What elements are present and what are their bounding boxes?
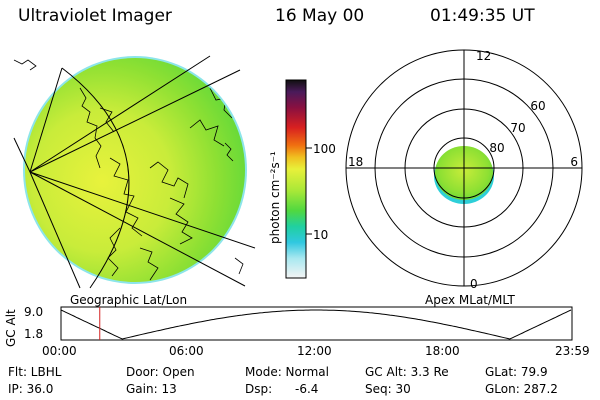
apex-caption: Apex MLat/MLT	[425, 293, 515, 307]
ip-status: IP: 36.0	[8, 382, 54, 396]
mlat-label-60: 60	[530, 99, 545, 113]
earth-disk	[23, 56, 247, 284]
dsp-value: -6.4	[295, 382, 319, 396]
outer-coastlines	[13, 59, 244, 275]
time-tick-1800: 18:00	[425, 344, 460, 358]
gain-status: Gain: 13	[126, 382, 177, 396]
colorbar-unit-label: photon cm⁻²s⁻¹	[268, 151, 282, 244]
mlt-label-12: 12	[476, 49, 491, 63]
time-tick-0600: 06:00	[169, 344, 204, 358]
door-status: Door: Open	[126, 365, 195, 379]
geographic-image-panel	[13, 55, 256, 289]
intensity-colorbar	[285, 79, 312, 279]
colorbar-tick-10: 10	[313, 228, 329, 242]
gc-alt-status: GC Alt: 3.3 Re	[365, 365, 449, 379]
mlat-label-80: 80	[489, 141, 504, 155]
time-tick-0000: 00:00	[42, 344, 77, 358]
mlt-label-0: 0	[470, 277, 478, 291]
mlt-label-18: 18	[348, 155, 363, 169]
glon-status: GLon: 287.2	[485, 382, 558, 396]
seq-status: Seq: 30	[365, 382, 411, 396]
time-tick-2359: 23:59	[555, 344, 590, 358]
mode-status: Mode: Normal	[245, 365, 329, 379]
dsp-label: Dsp:	[245, 382, 273, 396]
altitude-tick-9: 9.0	[24, 305, 44, 319]
glat-status: GLat: 79.9	[485, 365, 548, 379]
altitude-curve	[60, 309, 572, 340]
polar-mlat-mlt-plot: 12 18 6 0 60 70 80	[345, 49, 583, 291]
altitude-axis-label: GC Alt	[4, 309, 18, 347]
lat-lon-grid	[13, 55, 256, 289]
altitude-strip-plot	[60, 306, 573, 341]
mlat-label-70: 70	[510, 121, 525, 135]
coastlines	[79, 87, 233, 281]
mlt-label-6: 6	[570, 155, 578, 169]
colorbar-tick-100: 100	[313, 142, 336, 156]
polar-grid	[345, 49, 583, 287]
geographic-caption: Geographic Lat/Lon	[70, 293, 188, 307]
altitude-tick-1.8: 1.8	[24, 327, 44, 341]
time-tick-1200: 12:00	[297, 344, 332, 358]
date-label: 16 May 00	[275, 6, 365, 26]
instrument-title: Ultraviolet Imager	[18, 6, 172, 26]
time-label: 01:49:35 UT	[430, 6, 535, 26]
filter-status: Flt: LBHL	[8, 365, 62, 379]
